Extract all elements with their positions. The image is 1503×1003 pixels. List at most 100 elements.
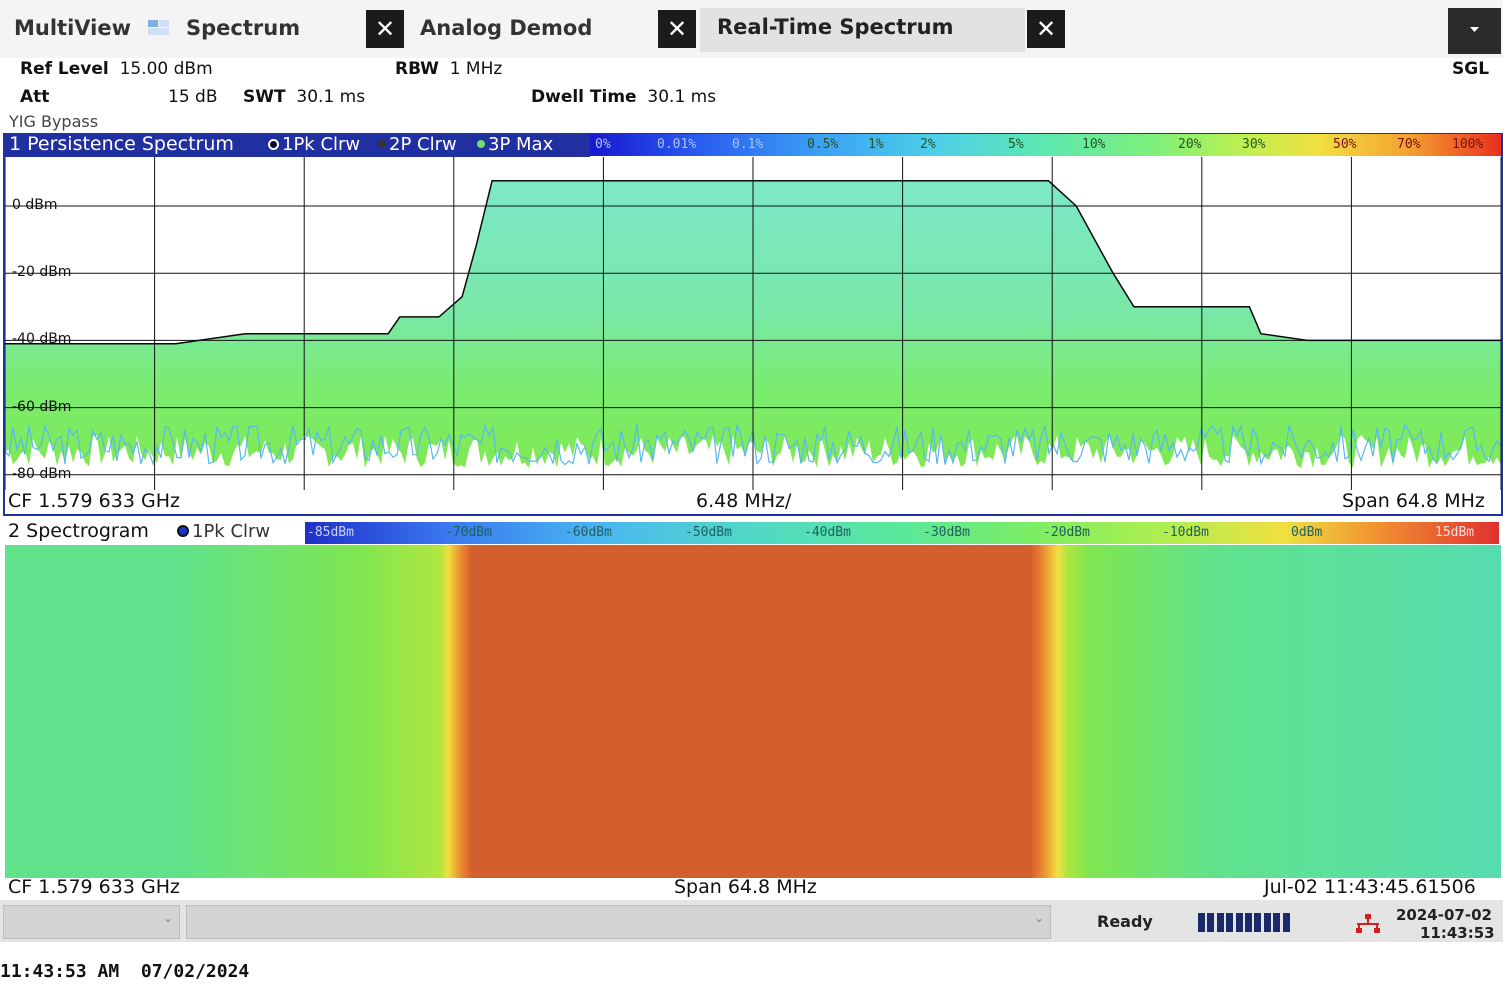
trace-1-dot-icon	[268, 138, 279, 150]
persistence-scale-label: 0.5%	[807, 137, 839, 152]
dwell-value: 30.1 ms	[647, 87, 717, 107]
persistence-y-label: 0 dBm	[12, 197, 58, 213]
status-date: 2024-07-02	[1396, 906, 1492, 924]
rbw-value: 1 MHz	[449, 59, 503, 79]
status-time: 11:43:53	[1420, 924, 1495, 942]
multiview-tab[interactable]: MultiView	[14, 16, 132, 40]
persistence-scale-label: 50%	[1333, 137, 1357, 152]
dropdown-2-arrow-icon: ⌄	[1033, 911, 1044, 925]
progress-bar	[1198, 913, 1292, 932]
persistence-y-label: -20 dBm	[12, 264, 72, 281]
persistence-y-labels: 0 dBm -20 dBm -40 dBm -60 dBm -80 dBm	[5, 157, 105, 490]
progress-block	[1273, 913, 1281, 932]
spectrogram-trace-label: 1Pk Clrw	[192, 521, 271, 542]
persistence-scale-label: 0.1%	[732, 137, 764, 152]
spectrogram-scale-label: -70dBm	[445, 525, 492, 540]
persistence-scale-label: 30%	[1242, 137, 1266, 152]
persistence-cf: CF 1.579 633 GHz	[8, 490, 180, 512]
persistence-header	[3, 133, 590, 157]
tab-realtime-active-bg	[700, 8, 1025, 52]
network-icon	[1356, 914, 1380, 933]
progress-block	[1282, 913, 1290, 932]
trace-3-dot-icon	[477, 140, 485, 148]
att-value: 15 dB	[168, 87, 218, 107]
spectrogram-scale-label: -60dBm	[565, 525, 612, 540]
persistence-color-scale	[590, 134, 1501, 156]
spectrogram-scale-label: 0dBm	[1291, 525, 1323, 540]
persistence-title: 1 Persistence Spectrum	[9, 133, 234, 155]
close-spectrum-tab-icon[interactable]: ✕	[366, 10, 404, 48]
menu-dropdown-button[interactable]	[1448, 8, 1501, 54]
persistence-scale-label: 5%	[1008, 137, 1024, 152]
status-dropdown-2[interactable]: ⌄	[186, 905, 1051, 939]
ref-level-value: 15.00 dBm	[119, 59, 213, 79]
ref-level-label: Ref Level	[20, 59, 109, 79]
persistence-scale-label: 2%	[920, 137, 936, 152]
trace-2-label: 2P Clrw	[389, 134, 457, 155]
progress-block	[1235, 913, 1243, 932]
persistence-y-label: -60 dBm	[12, 398, 72, 415]
trace-1-line	[5, 180, 1501, 345]
progress-block	[1207, 913, 1215, 932]
progress-block	[1216, 913, 1224, 932]
dropdown-1-arrow-icon: ⌄	[162, 911, 173, 925]
swt: SWT 30.1 ms	[243, 87, 365, 107]
spectrogram-trace-dot-icon	[177, 525, 189, 537]
rbw: RBW 1 MHz	[395, 59, 502, 79]
spectrogram-trace-legend: 1Pk Clrw	[177, 521, 270, 542]
progress-block	[1226, 913, 1234, 932]
spectrogram-color-scale	[305, 522, 1499, 544]
close-analog-demod-tab-icon[interactable]: ✕	[658, 10, 696, 48]
status-ready: Ready	[1097, 912, 1153, 931]
persistence-plot[interactable]	[5, 157, 1501, 490]
status-dropdown-1[interactable]: ⌄	[3, 905, 180, 939]
spectrogram-scale-label: -10dBm	[1162, 525, 1209, 540]
persistence-y-label: -80 dBm	[12, 465, 72, 482]
spectrogram-scale-label: -20dBm	[1043, 525, 1090, 540]
trace-1-label: 1Pk Clrw	[282, 134, 361, 155]
spectrogram-plot[interactable]	[5, 545, 1501, 878]
swt-value: 30.1 ms	[296, 87, 366, 107]
trace-1-legend: 1Pk Clrw	[268, 134, 360, 155]
tab-spectrum[interactable]: Spectrum	[186, 16, 301, 40]
spectrogram-span: Span 64.8 MHz	[674, 876, 817, 898]
spectrogram-scale-label: -40dBm	[804, 525, 851, 540]
progress-block	[1254, 913, 1262, 932]
progress-block	[1198, 913, 1205, 932]
spectrogram-cf: CF 1.579 633 GHz	[8, 876, 180, 898]
progress-block	[1245, 913, 1252, 932]
spectrogram-scale-label: 15dBm	[1435, 525, 1475, 540]
dwell-label: Dwell Time	[531, 87, 637, 107]
tab-analog-demod[interactable]: Analog Demod	[420, 16, 593, 40]
persistence-scale-label: 20%	[1178, 137, 1202, 152]
spectrogram-scale-labels: -85dBm -70dBm -60dBm -50dBm -40dBm -30dBm -20d…	[305, 522, 1499, 544]
tab-realtime-spectrum[interactable]: Real-Time Spectrum	[717, 15, 954, 39]
yig-bypass: YIG Bypass	[9, 112, 99, 131]
trace-2-legend: 2P Clrw	[378, 134, 457, 155]
persistence-scale-label: 10%	[1082, 137, 1106, 152]
persistence-scale-label: 100%	[1452, 137, 1484, 152]
persistence-scale-label: 1%	[868, 137, 884, 152]
att-label: Att	[20, 87, 50, 107]
sweep-mode: SGL	[1452, 59, 1490, 79]
ref-level: Ref Level 15.00 dBm	[20, 59, 213, 79]
close-realtime-tab-icon[interactable]: ✕	[1027, 10, 1065, 48]
trace-2-dot-icon	[378, 140, 386, 148]
rbw-label: RBW	[395, 59, 439, 79]
persistence-scale-label: 0.01%	[657, 137, 697, 152]
swt-label: SWT	[243, 87, 286, 107]
persistence-scale-label: 70%	[1397, 137, 1421, 152]
spectrogram-scale-label: -30dBm	[923, 525, 970, 540]
noise-trace	[5, 423, 1501, 466]
progress-block	[1263, 913, 1271, 932]
spectrogram-scale-label: -50dBm	[685, 525, 732, 540]
persistence-scale-label: 0%	[595, 137, 611, 152]
spectrogram-timestamp: Jul-02 11:43:45.61506	[1264, 876, 1476, 898]
trace-3-label: 3P Max	[488, 134, 554, 155]
spectrogram-title: 2 Spectrogram	[8, 520, 149, 542]
persistence-div: 6.48 MHz/	[696, 490, 792, 512]
trace-3-legend: 3P Max	[477, 134, 553, 155]
dwell-time: Dwell Time 30.1 ms	[531, 87, 716, 107]
persistence-span: Span 64.8 MHz	[1342, 490, 1485, 512]
persistence-scale-labels: 0% 0.01% 0.1% 0.5% 1% 2% 5% 10% 20% 30% 50% 70% 100%	[590, 134, 1501, 156]
